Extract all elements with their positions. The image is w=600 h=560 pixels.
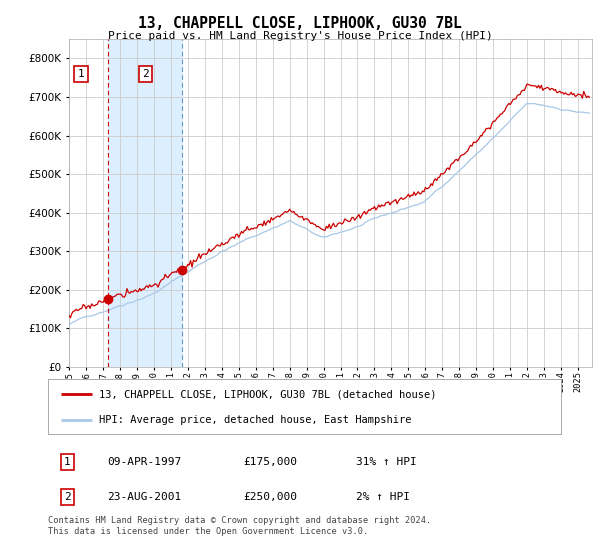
Text: £175,000: £175,000 xyxy=(243,457,297,467)
Text: 13, CHAPPELL CLOSE, LIPHOOK, GU30 7BL (detached house): 13, CHAPPELL CLOSE, LIPHOOK, GU30 7BL (d… xyxy=(100,390,437,399)
Text: 1: 1 xyxy=(77,69,84,79)
Text: 2: 2 xyxy=(64,492,71,502)
Text: 31% ↑ HPI: 31% ↑ HPI xyxy=(356,457,416,467)
Text: 23-AUG-2001: 23-AUG-2001 xyxy=(107,492,181,502)
Text: 13, CHAPPELL CLOSE, LIPHOOK, GU30 7BL: 13, CHAPPELL CLOSE, LIPHOOK, GU30 7BL xyxy=(138,16,462,31)
Text: £250,000: £250,000 xyxy=(243,492,297,502)
Text: 2% ↑ HPI: 2% ↑ HPI xyxy=(356,492,410,502)
Text: HPI: Average price, detached house, East Hampshire: HPI: Average price, detached house, East… xyxy=(100,416,412,425)
Text: 09-APR-1997: 09-APR-1997 xyxy=(107,457,181,467)
Bar xyxy=(107,39,182,367)
Text: Price paid vs. HM Land Registry's House Price Index (HPI): Price paid vs. HM Land Registry's House … xyxy=(107,31,493,41)
Text: Contains HM Land Registry data © Crown copyright and database right 2024.
This d: Contains HM Land Registry data © Crown c… xyxy=(48,516,431,536)
Text: 1: 1 xyxy=(64,457,71,467)
Text: 2: 2 xyxy=(142,69,149,79)
